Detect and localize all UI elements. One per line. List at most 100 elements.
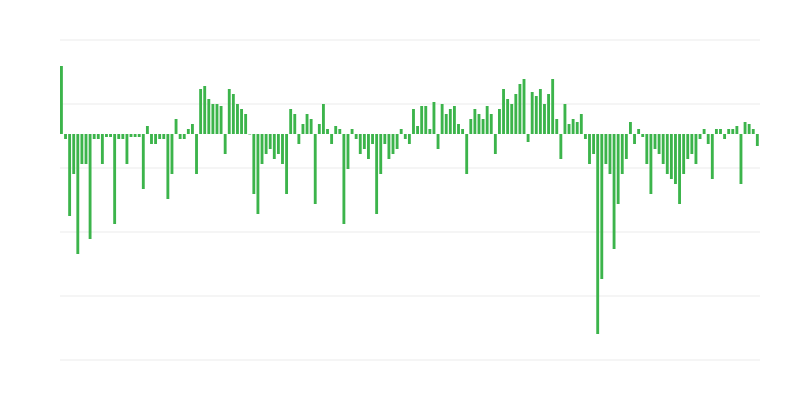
bar: [706, 134, 710, 144]
bar: [682, 134, 686, 174]
bar: [571, 119, 575, 134]
bar: [326, 129, 329, 134]
bar: [129, 134, 133, 137]
bar: [649, 134, 653, 194]
bar: [481, 119, 485, 134]
bar: [751, 129, 755, 134]
bar: [661, 134, 665, 164]
bar: [166, 134, 170, 199]
bar: [448, 109, 452, 134]
bar: [293, 114, 297, 134]
bar: [637, 129, 641, 134]
bar: [436, 134, 440, 149]
bar: [64, 134, 67, 139]
bar: [342, 134, 346, 224]
bar: [522, 79, 526, 134]
bar: [493, 134, 497, 154]
bar: [125, 134, 129, 164]
bar: [702, 129, 706, 134]
bar: [432, 102, 436, 134]
bar: [612, 134, 616, 249]
bar: [109, 134, 112, 137]
bar: [485, 106, 489, 134]
bar: [317, 124, 321, 134]
bar: [321, 104, 325, 134]
bar: [416, 126, 420, 134]
bar: [592, 134, 596, 154]
bar: [72, 134, 76, 174]
bar: [403, 134, 407, 139]
bar: [174, 119, 178, 134]
bar: [68, 134, 72, 216]
bar: [526, 134, 530, 142]
bar: [629, 122, 632, 134]
bar: [473, 109, 477, 134]
bar: [678, 134, 681, 204]
bar: [203, 86, 207, 134]
bar: [383, 134, 387, 144]
bar: [735, 126, 739, 134]
bar: [227, 89, 231, 134]
bar: [424, 106, 428, 134]
bar: [620, 134, 624, 174]
bar: [244, 114, 248, 134]
bar: [301, 124, 305, 134]
bar: [608, 134, 612, 174]
bar: [154, 134, 158, 144]
bar: [190, 124, 194, 134]
bar: [510, 104, 514, 134]
bar: [375, 134, 379, 214]
bar: [514, 94, 518, 134]
bar: [285, 134, 289, 194]
bar: [346, 134, 350, 169]
bar: [444, 114, 448, 134]
bar: [313, 134, 317, 204]
bar: [272, 134, 276, 159]
bar: [563, 104, 567, 134]
bar: [723, 134, 727, 139]
bar: [256, 134, 260, 214]
bar: [665, 134, 669, 174]
bar: [133, 134, 137, 137]
bar: [289, 109, 293, 134]
bar: [498, 109, 501, 134]
bar: [354, 134, 358, 139]
bar: [465, 134, 469, 174]
bar: [420, 106, 424, 134]
bar: [305, 114, 309, 134]
bar: [399, 129, 403, 134]
bar: [538, 89, 542, 134]
bar: [731, 129, 735, 134]
bar: [502, 89, 505, 134]
bar: [219, 106, 223, 134]
bar: [669, 134, 673, 179]
bar: [367, 134, 370, 159]
bar: [145, 126, 149, 134]
bar: [518, 84, 522, 134]
bar: [543, 104, 546, 134]
bar: [653, 134, 657, 149]
bar: [338, 129, 342, 134]
bar: [199, 89, 203, 134]
bar: [391, 134, 395, 154]
bar: [211, 104, 215, 134]
bar: [452, 106, 456, 134]
bar: [457, 124, 460, 134]
bar: [96, 134, 100, 139]
bar: [162, 134, 166, 139]
bar: [551, 79, 555, 134]
bar: [530, 92, 534, 134]
bar: [379, 134, 383, 174]
bar: [743, 122, 747, 134]
bar: [407, 134, 411, 144]
bar: [100, 134, 104, 164]
bar: [362, 134, 366, 149]
bar: [182, 134, 186, 139]
bar: [371, 134, 374, 144]
bar: [150, 134, 153, 144]
bar: [268, 134, 272, 149]
bar: [694, 134, 698, 164]
bar: [60, 66, 63, 134]
bar: [248, 134, 252, 135]
